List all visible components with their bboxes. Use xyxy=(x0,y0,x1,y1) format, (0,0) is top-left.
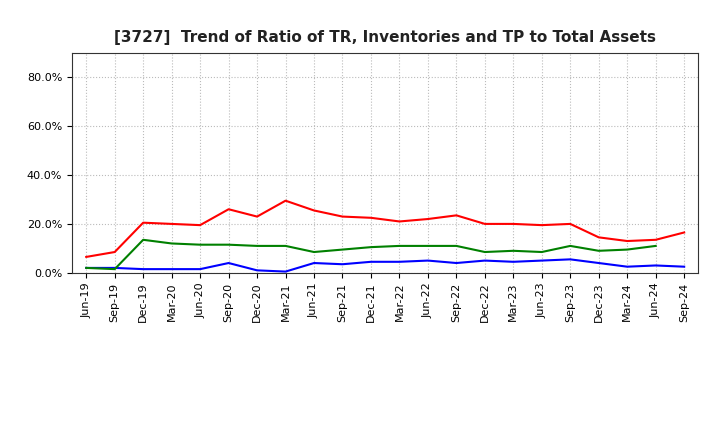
Inventories xyxy=(225,260,233,266)
Inventories xyxy=(595,260,603,266)
Trade Payables xyxy=(110,267,119,272)
Trade Receivables xyxy=(595,235,603,240)
Inventories xyxy=(366,259,375,264)
Trade Receivables xyxy=(338,214,347,219)
Trade Payables xyxy=(82,265,91,271)
Inventories xyxy=(423,258,432,263)
Inventories xyxy=(623,264,631,269)
Trade Receivables xyxy=(253,214,261,219)
Trade Receivables xyxy=(566,221,575,227)
Trade Receivables xyxy=(310,208,318,213)
Inventories xyxy=(537,258,546,263)
Inventories xyxy=(82,265,91,271)
Line: Trade Payables: Trade Payables xyxy=(86,240,656,269)
Trade Payables xyxy=(395,243,404,249)
Title: [3727]  Trend of Ratio of TR, Inventories and TP to Total Assets: [3727] Trend of Ratio of TR, Inventories… xyxy=(114,29,656,45)
Trade Receivables xyxy=(623,238,631,244)
Trade Payables xyxy=(167,241,176,246)
Inventories xyxy=(282,269,290,274)
Trade Payables xyxy=(537,249,546,255)
Trade Payables xyxy=(452,243,461,249)
Legend: Trade Receivables, Inventories, Trade Payables: Trade Receivables, Inventories, Trade Pa… xyxy=(172,437,598,440)
Trade Receivables xyxy=(423,216,432,222)
Line: Inventories: Inventories xyxy=(86,259,684,271)
Trade Receivables xyxy=(282,198,290,203)
Trade Payables xyxy=(423,243,432,249)
Trade Receivables xyxy=(680,230,688,235)
Trade Receivables xyxy=(480,221,489,227)
Inventories xyxy=(480,258,489,263)
Trade Payables xyxy=(566,243,575,249)
Trade Payables xyxy=(623,247,631,252)
Inventories xyxy=(253,268,261,273)
Trade Receivables xyxy=(395,219,404,224)
Trade Payables xyxy=(310,249,318,255)
Line: Trade Receivables: Trade Receivables xyxy=(86,201,684,257)
Trade Payables xyxy=(253,243,261,249)
Inventories xyxy=(338,262,347,267)
Trade Payables xyxy=(282,243,290,249)
Inventories xyxy=(680,264,688,269)
Trade Receivables xyxy=(452,213,461,218)
Trade Payables xyxy=(480,249,489,255)
Trade Receivables xyxy=(167,221,176,227)
Trade Payables xyxy=(338,247,347,252)
Trade Payables xyxy=(196,242,204,247)
Trade Payables xyxy=(366,245,375,250)
Trade Receivables xyxy=(110,249,119,255)
Trade Receivables xyxy=(225,207,233,212)
Trade Payables xyxy=(595,248,603,253)
Inventories xyxy=(139,267,148,272)
Trade Receivables xyxy=(82,254,91,260)
Inventories xyxy=(110,265,119,271)
Inventories xyxy=(566,257,575,262)
Inventories xyxy=(167,267,176,272)
Trade Receivables xyxy=(196,223,204,228)
Trade Receivables xyxy=(139,220,148,225)
Trade Payables xyxy=(225,242,233,247)
Trade Receivables xyxy=(537,223,546,228)
Trade Receivables xyxy=(509,221,518,227)
Inventories xyxy=(310,260,318,266)
Inventories xyxy=(395,259,404,264)
Trade Receivables xyxy=(366,215,375,220)
Trade Payables xyxy=(139,237,148,242)
Trade Payables xyxy=(652,243,660,249)
Inventories xyxy=(452,260,461,266)
Trade Receivables xyxy=(652,237,660,242)
Inventories xyxy=(509,259,518,264)
Inventories xyxy=(196,267,204,272)
Inventories xyxy=(652,263,660,268)
Trade Payables xyxy=(509,248,518,253)
